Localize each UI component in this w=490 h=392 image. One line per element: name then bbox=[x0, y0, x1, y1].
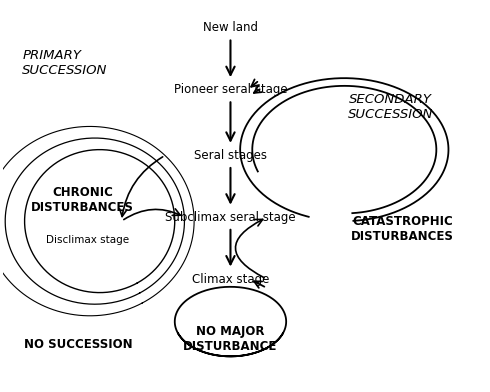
Text: New land: New land bbox=[203, 22, 258, 34]
Text: CHRONIC
DISTURBANCES: CHRONIC DISTURBANCES bbox=[31, 186, 134, 214]
Text: PRIMARY
SUCCESSION: PRIMARY SUCCESSION bbox=[22, 49, 107, 77]
Text: Pioneer seral stage: Pioneer seral stage bbox=[173, 83, 287, 96]
Text: NO MAJOR
DISTURBANCE: NO MAJOR DISTURBANCE bbox=[183, 325, 278, 353]
Text: Climax stage: Climax stage bbox=[192, 272, 269, 286]
Text: Disclimax stage: Disclimax stage bbox=[46, 236, 129, 245]
Text: NO SUCCESSION: NO SUCCESSION bbox=[24, 338, 132, 351]
Text: CATASTROPHIC
DISTURBANCES: CATASTROPHIC DISTURBANCES bbox=[351, 215, 454, 243]
Text: Seral stages: Seral stages bbox=[194, 149, 267, 162]
Text: Subclimax seral stage: Subclimax seral stage bbox=[165, 211, 296, 224]
Text: SECONDARY
SUCCESSION: SECONDARY SUCCESSION bbox=[347, 93, 433, 121]
